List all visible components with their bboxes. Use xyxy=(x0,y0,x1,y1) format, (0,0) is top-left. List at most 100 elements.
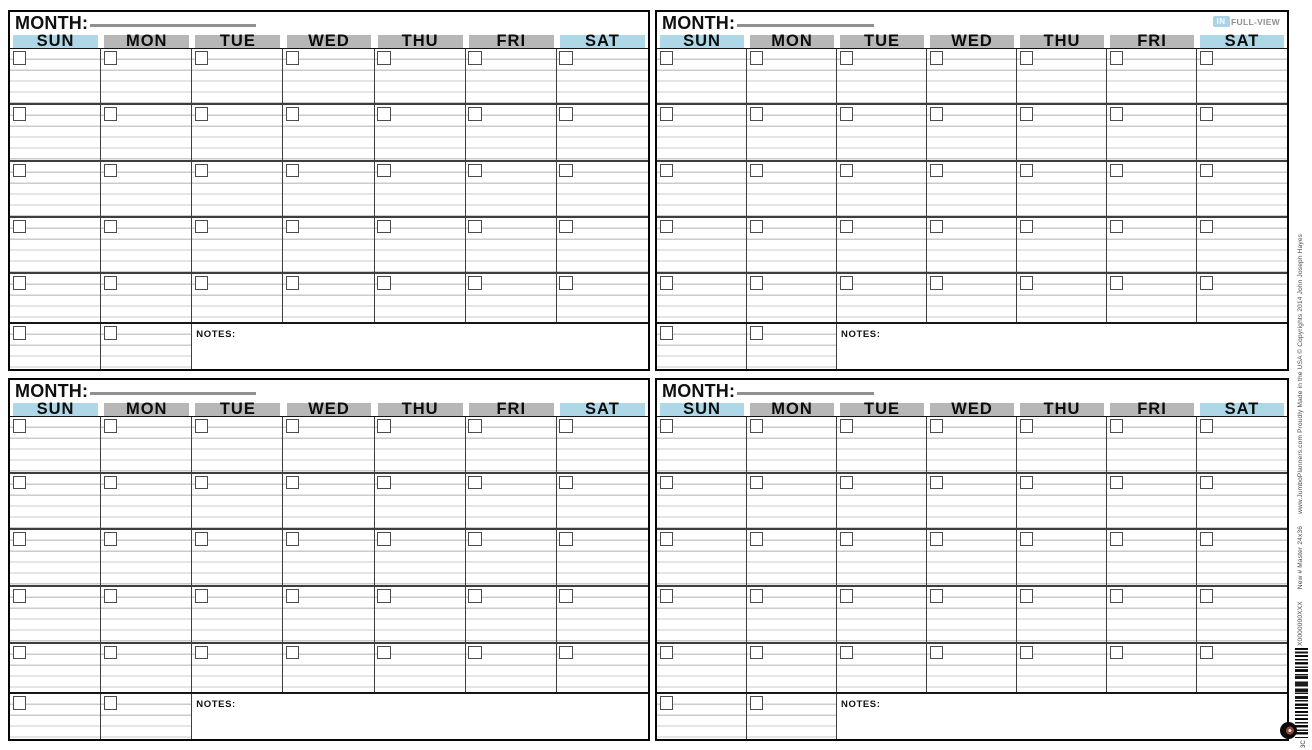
day-number-box xyxy=(839,532,853,546)
day-cell xyxy=(747,643,837,693)
day-header-row: SUN MON TUE WED THU FRI SAT xyxy=(10,32,648,49)
day-cell xyxy=(556,417,648,472)
product-info-text: New # Master 24x36 xyxy=(1297,525,1304,590)
day-number-box xyxy=(929,589,943,603)
day-cell xyxy=(465,530,557,586)
week-row xyxy=(657,417,1287,472)
day-header-block: MON xyxy=(750,400,834,417)
bottom-row: NOTES: xyxy=(657,692,1287,739)
day-header-thu: THU xyxy=(1017,400,1107,417)
day-cell xyxy=(101,694,193,739)
notes-label: NOTES: xyxy=(196,329,236,340)
edge-vertical-text: www.JumboPlanners.com Proudly Made in th… xyxy=(1297,233,1304,514)
day-number-box xyxy=(559,645,573,660)
day-cell xyxy=(1107,161,1197,216)
day-number-box xyxy=(749,589,763,603)
day-header-tue: TUE xyxy=(192,400,283,417)
day-number-box xyxy=(103,645,118,660)
day-cell xyxy=(1017,217,1107,273)
day-cell xyxy=(374,587,466,642)
day-cell xyxy=(927,473,1017,529)
day-cell xyxy=(101,49,193,104)
day-cell xyxy=(1197,643,1287,693)
day-number-box xyxy=(659,645,673,660)
day-header-block: THU xyxy=(1020,32,1104,49)
day-cell xyxy=(1197,587,1287,642)
day-cell xyxy=(1017,417,1107,472)
month-label: MONTH: xyxy=(15,13,89,33)
notes-label: NOTES: xyxy=(196,699,236,710)
month-label: MONTH: xyxy=(15,381,89,401)
week-row xyxy=(657,159,1287,216)
day-number-box xyxy=(929,419,943,433)
day-number-box xyxy=(839,51,853,65)
barcode-icon xyxy=(1295,648,1308,738)
day-number-box xyxy=(929,645,943,660)
day-header-wed: WED xyxy=(927,400,1017,417)
day-number-box xyxy=(839,589,853,603)
day-number-box xyxy=(559,107,573,121)
day-number-box xyxy=(559,419,573,433)
day-cell xyxy=(374,161,466,216)
bottom-row: NOTES: xyxy=(10,692,648,739)
month-fill-in-line xyxy=(737,24,875,27)
day-cell xyxy=(283,473,375,529)
day-number-box xyxy=(839,419,853,433)
day-header-block: THU xyxy=(377,32,463,49)
day-number-box xyxy=(1109,532,1123,546)
day-number-box xyxy=(285,419,300,433)
day-cell xyxy=(657,161,747,216)
day-number-box xyxy=(377,589,391,603)
day-number-box xyxy=(285,276,300,290)
day-number-box xyxy=(1019,276,1033,290)
day-number-box xyxy=(1109,51,1123,65)
day-header-block: FRI xyxy=(1110,400,1194,417)
day-number-box xyxy=(285,51,300,65)
day-cell xyxy=(927,274,1017,322)
day-number-box xyxy=(929,107,943,121)
day-header-fri: FRI xyxy=(466,400,557,417)
day-cell xyxy=(657,105,747,160)
day-number-box xyxy=(839,645,853,660)
day-cell xyxy=(101,105,193,160)
day-header-block: WED xyxy=(286,32,372,49)
day-number-box xyxy=(377,163,391,178)
day-number-box xyxy=(468,589,482,603)
day-number-box xyxy=(103,419,118,433)
week-row xyxy=(657,471,1287,529)
day-header-block: WED xyxy=(286,400,372,417)
day-number-box xyxy=(12,645,26,660)
day-number-box xyxy=(194,51,209,65)
day-cell xyxy=(283,161,375,216)
day-number-box xyxy=(377,51,391,65)
day-cell xyxy=(10,105,102,160)
day-cell xyxy=(927,417,1017,472)
day-header-sun: SUN xyxy=(10,32,101,49)
day-number-box xyxy=(377,475,391,490)
day-header-fri: FRI xyxy=(1107,32,1197,49)
day-cell xyxy=(10,473,102,529)
day-header-block: SAT xyxy=(560,400,645,417)
day-cell xyxy=(465,105,557,160)
day-header-block: FRI xyxy=(1110,32,1194,49)
day-number-box xyxy=(103,532,118,546)
day-number-box xyxy=(377,219,391,234)
day-number-box xyxy=(839,107,853,121)
month-fill-in-line xyxy=(737,392,875,395)
day-cell xyxy=(556,643,648,693)
day-cell xyxy=(1017,161,1107,216)
week-row xyxy=(657,528,1287,586)
day-cell xyxy=(374,530,466,586)
day-number-box xyxy=(1019,419,1033,433)
day-header-sun: SUN xyxy=(10,400,101,417)
day-number-box xyxy=(839,163,853,178)
day-cell xyxy=(192,105,284,160)
week-row xyxy=(10,103,648,160)
day-number-box xyxy=(12,475,26,490)
day-cell xyxy=(657,530,747,586)
day-number-box xyxy=(659,219,673,234)
day-cell xyxy=(927,105,1017,160)
day-cell xyxy=(1017,530,1107,586)
day-cell xyxy=(283,217,375,273)
day-number-box xyxy=(749,419,763,433)
